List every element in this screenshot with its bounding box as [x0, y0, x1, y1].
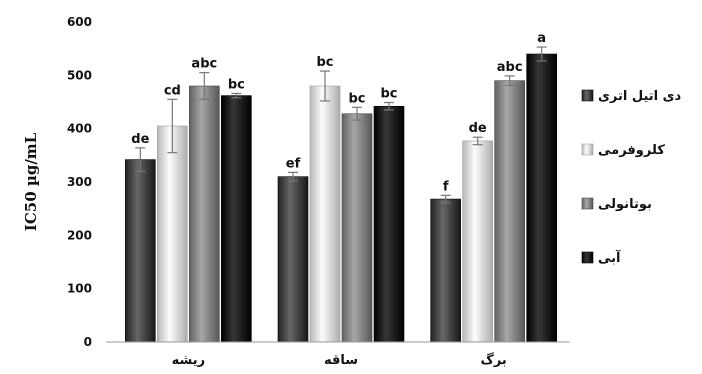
- y-tick-label: 300: [67, 175, 92, 189]
- significance-label: bc: [380, 87, 397, 102]
- significance-label: cd: [164, 83, 181, 98]
- bar: [494, 80, 525, 343]
- bar: [373, 105, 405, 343]
- legend-swatch: [581, 251, 594, 264]
- significance-label: bc: [348, 91, 365, 106]
- legend-swatch: [581, 197, 594, 210]
- x-category-label: ساقه: [324, 353, 358, 368]
- legend-swatch: [581, 89, 594, 102]
- bar: [125, 159, 156, 343]
- x-category-label: ریشه: [172, 353, 205, 368]
- y-axis-ticks: 0 100 200 300 400 500 600: [67, 15, 92, 349]
- bar: [221, 95, 252, 343]
- significance-label: abc: [191, 57, 217, 72]
- significance-label: ef: [286, 156, 301, 171]
- legend-label: بوتانولی: [598, 197, 652, 212]
- significance-label: de: [131, 132, 149, 147]
- legend-label: کلروفرمی: [598, 143, 665, 158]
- significance-label: bc: [228, 77, 245, 92]
- bar: [526, 53, 557, 343]
- significance-label: de: [469, 121, 487, 136]
- bar: [341, 113, 373, 343]
- significance-label: a: [537, 31, 546, 46]
- legend-label: آبی: [598, 249, 621, 266]
- y-axis-label: IC50 µg/mL: [22, 132, 40, 231]
- bar: [430, 198, 461, 343]
- significance-label: abc: [497, 60, 523, 75]
- significance-label: bc: [316, 55, 333, 70]
- y-tick-label: 0: [84, 335, 92, 349]
- legend: دی اتیل اتری کلروفرمی بوتانولی آبی: [581, 89, 682, 266]
- bar: [189, 85, 220, 343]
- bar: [309, 85, 341, 343]
- y-tick-label: 500: [67, 68, 92, 82]
- y-tick-label: 100: [67, 282, 92, 296]
- bars: [125, 53, 557, 343]
- bar: [157, 125, 188, 343]
- bar: [462, 140, 493, 343]
- bar: [277, 176, 309, 343]
- significance-label: f: [443, 179, 449, 194]
- x-axis-categories: ریشه ساقه برگ: [172, 351, 507, 368]
- x-category-label: برگ: [481, 351, 507, 368]
- y-tick-label: 200: [67, 228, 92, 242]
- y-tick-label: 400: [67, 122, 92, 136]
- legend-swatch: [581, 143, 594, 156]
- y-tick-label: 600: [67, 15, 92, 29]
- legend-label: دی اتیل اتری: [598, 89, 682, 104]
- error-bars: [135, 46, 547, 204]
